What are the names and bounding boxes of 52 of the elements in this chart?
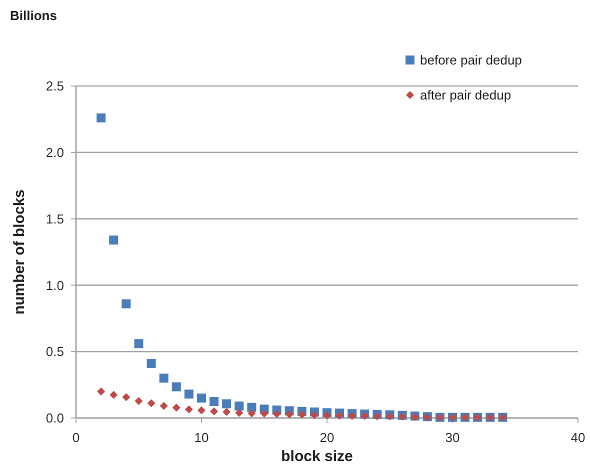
y-tick-label: 0.0 [46,410,64,426]
point [235,408,244,417]
x-axis-title: block size [281,448,353,465]
point [210,397,219,406]
point [272,410,281,418]
point [210,407,218,416]
x-tick-label: 0 [72,430,80,445]
point [160,402,168,410]
point [348,412,356,420]
point [110,390,118,399]
point [184,390,194,399]
point [360,412,369,420]
point [373,412,382,420]
point [134,339,144,348]
point [172,404,180,412]
y-tick-label: 1.5 [46,211,64,226]
point [172,382,181,392]
point [134,397,143,405]
y-tick-label: 0.5 [46,344,64,360]
point [109,236,118,245]
point [96,113,106,122]
point [197,394,206,403]
point [260,410,268,418]
point [234,402,244,411]
x-tick-label: 40 [570,430,586,445]
y-tick-label: 1.0 [46,278,64,293]
x-tick-label: 30 [445,430,460,445]
point [323,411,331,420]
point [97,387,106,396]
point [336,412,344,420]
point [146,359,156,368]
x-tick-label: 20 [320,430,334,445]
point [247,402,256,412]
point [122,393,130,402]
y-tick-label: 2.0 [46,144,64,160]
y-tick-label: 2.5 [46,78,64,94]
point [222,408,231,416]
x-tick-label: 10 [194,430,209,445]
point [184,405,193,414]
point [248,409,256,418]
point [159,374,168,383]
point [298,410,306,419]
point [122,299,131,308]
point [222,399,232,408]
point [147,399,156,408]
legend-label: after pair dedup [420,88,512,103]
point [198,406,206,414]
point [285,410,294,418]
legend-label: before pair dedup [420,52,522,68]
text: Billions [10,8,57,23]
y-axis-title: number of blocks [11,189,28,315]
point [310,411,318,420]
